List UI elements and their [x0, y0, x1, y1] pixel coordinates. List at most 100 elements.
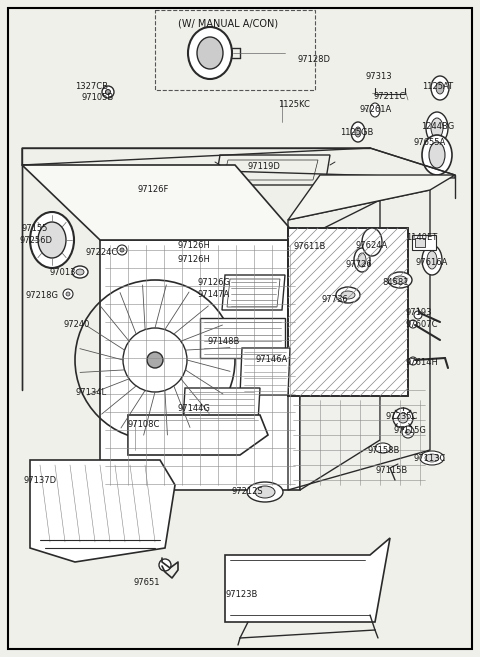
Text: 97147A: 97147A — [197, 290, 229, 299]
Circle shape — [159, 559, 171, 571]
Text: 97108C: 97108C — [128, 420, 160, 429]
Bar — [415, 238, 425, 247]
Text: 97119D: 97119D — [248, 162, 281, 171]
Ellipse shape — [341, 291, 355, 299]
Text: 97144G: 97144G — [178, 404, 211, 413]
Ellipse shape — [422, 135, 452, 175]
Text: 1125AT: 1125AT — [422, 82, 453, 91]
Text: 97655A: 97655A — [414, 138, 446, 147]
Text: 97211C: 97211C — [374, 92, 406, 101]
Text: (W/ MANUAL A/CON): (W/ MANUAL A/CON) — [178, 18, 278, 28]
Text: 97126F: 97126F — [137, 185, 168, 194]
Ellipse shape — [188, 27, 232, 79]
Ellipse shape — [38, 222, 66, 258]
Text: 97013: 97013 — [50, 268, 76, 277]
Ellipse shape — [336, 287, 360, 303]
Text: 97614H: 97614H — [406, 358, 439, 367]
Circle shape — [106, 89, 110, 95]
Text: 97137D: 97137D — [23, 476, 56, 485]
Text: 1327CB: 1327CB — [75, 82, 108, 91]
Ellipse shape — [431, 76, 449, 100]
Text: 1244BG: 1244BG — [421, 122, 454, 131]
Ellipse shape — [72, 266, 88, 278]
Circle shape — [102, 86, 114, 98]
Circle shape — [147, 352, 163, 368]
Text: 97134L: 97134L — [75, 388, 106, 397]
Text: 97212S: 97212S — [232, 487, 264, 496]
Circle shape — [398, 413, 408, 423]
Text: 97235C: 97235C — [386, 412, 419, 421]
Text: 97611B: 97611B — [293, 242, 325, 251]
Text: 97126H: 97126H — [178, 255, 211, 264]
Circle shape — [123, 328, 187, 392]
Text: 97240: 97240 — [64, 320, 90, 329]
Polygon shape — [225, 538, 390, 622]
Text: 97158B: 97158B — [368, 446, 400, 455]
Ellipse shape — [362, 228, 382, 256]
Bar — [288, 228, 408, 396]
Text: 97193: 97193 — [406, 308, 432, 317]
Text: 97105B: 97105B — [82, 93, 114, 102]
Polygon shape — [100, 240, 300, 490]
Circle shape — [393, 408, 413, 428]
Circle shape — [117, 245, 127, 255]
Text: 97726: 97726 — [345, 260, 372, 269]
Polygon shape — [200, 318, 285, 358]
Text: 97115B: 97115B — [376, 466, 408, 475]
Ellipse shape — [431, 118, 443, 138]
Ellipse shape — [427, 251, 437, 269]
Circle shape — [63, 289, 73, 299]
Ellipse shape — [355, 127, 361, 137]
Ellipse shape — [197, 37, 223, 69]
Text: 97126H: 97126H — [178, 241, 211, 250]
Text: 97123B: 97123B — [226, 590, 258, 599]
Text: 1140ET: 1140ET — [406, 233, 437, 242]
Text: 97218G: 97218G — [26, 291, 59, 300]
Circle shape — [406, 430, 410, 434]
Bar — [288, 228, 408, 396]
Polygon shape — [183, 388, 260, 422]
Text: 1125KC: 1125KC — [278, 100, 310, 109]
Ellipse shape — [351, 122, 365, 142]
Text: 97624A: 97624A — [355, 241, 387, 250]
Text: 84581: 84581 — [382, 278, 408, 287]
Ellipse shape — [429, 142, 445, 168]
Polygon shape — [128, 415, 268, 455]
Circle shape — [66, 292, 70, 296]
Ellipse shape — [420, 451, 444, 465]
Text: 97113C: 97113C — [414, 454, 446, 463]
Ellipse shape — [370, 103, 380, 117]
Circle shape — [402, 426, 414, 438]
Text: 97148B: 97148B — [207, 337, 240, 346]
Ellipse shape — [354, 248, 370, 272]
Ellipse shape — [436, 82, 444, 94]
Text: 97313: 97313 — [366, 72, 393, 81]
Polygon shape — [222, 275, 285, 310]
Bar — [412, 235, 436, 250]
Polygon shape — [22, 165, 300, 240]
Polygon shape — [300, 200, 380, 490]
Polygon shape — [288, 175, 455, 220]
Text: 97155: 97155 — [22, 224, 48, 233]
Text: 97224C: 97224C — [85, 248, 117, 257]
Ellipse shape — [393, 276, 407, 284]
Text: 97607C: 97607C — [406, 320, 439, 329]
Ellipse shape — [76, 269, 84, 275]
Ellipse shape — [255, 486, 275, 498]
Polygon shape — [240, 348, 290, 395]
Text: 97256D: 97256D — [19, 236, 52, 245]
Text: 97616A: 97616A — [415, 258, 447, 267]
Text: 97128D: 97128D — [298, 55, 331, 64]
Ellipse shape — [388, 272, 412, 288]
Text: 1125GB: 1125GB — [340, 128, 373, 137]
Text: 97126G: 97126G — [197, 278, 230, 287]
Text: 97651: 97651 — [133, 578, 159, 587]
Ellipse shape — [422, 245, 442, 275]
Circle shape — [414, 311, 422, 319]
Text: 97736: 97736 — [322, 295, 349, 304]
Text: 97146A: 97146A — [255, 355, 287, 364]
Ellipse shape — [247, 482, 283, 502]
Circle shape — [409, 357, 417, 365]
Text: 97261A: 97261A — [360, 105, 392, 114]
Ellipse shape — [30, 212, 74, 268]
